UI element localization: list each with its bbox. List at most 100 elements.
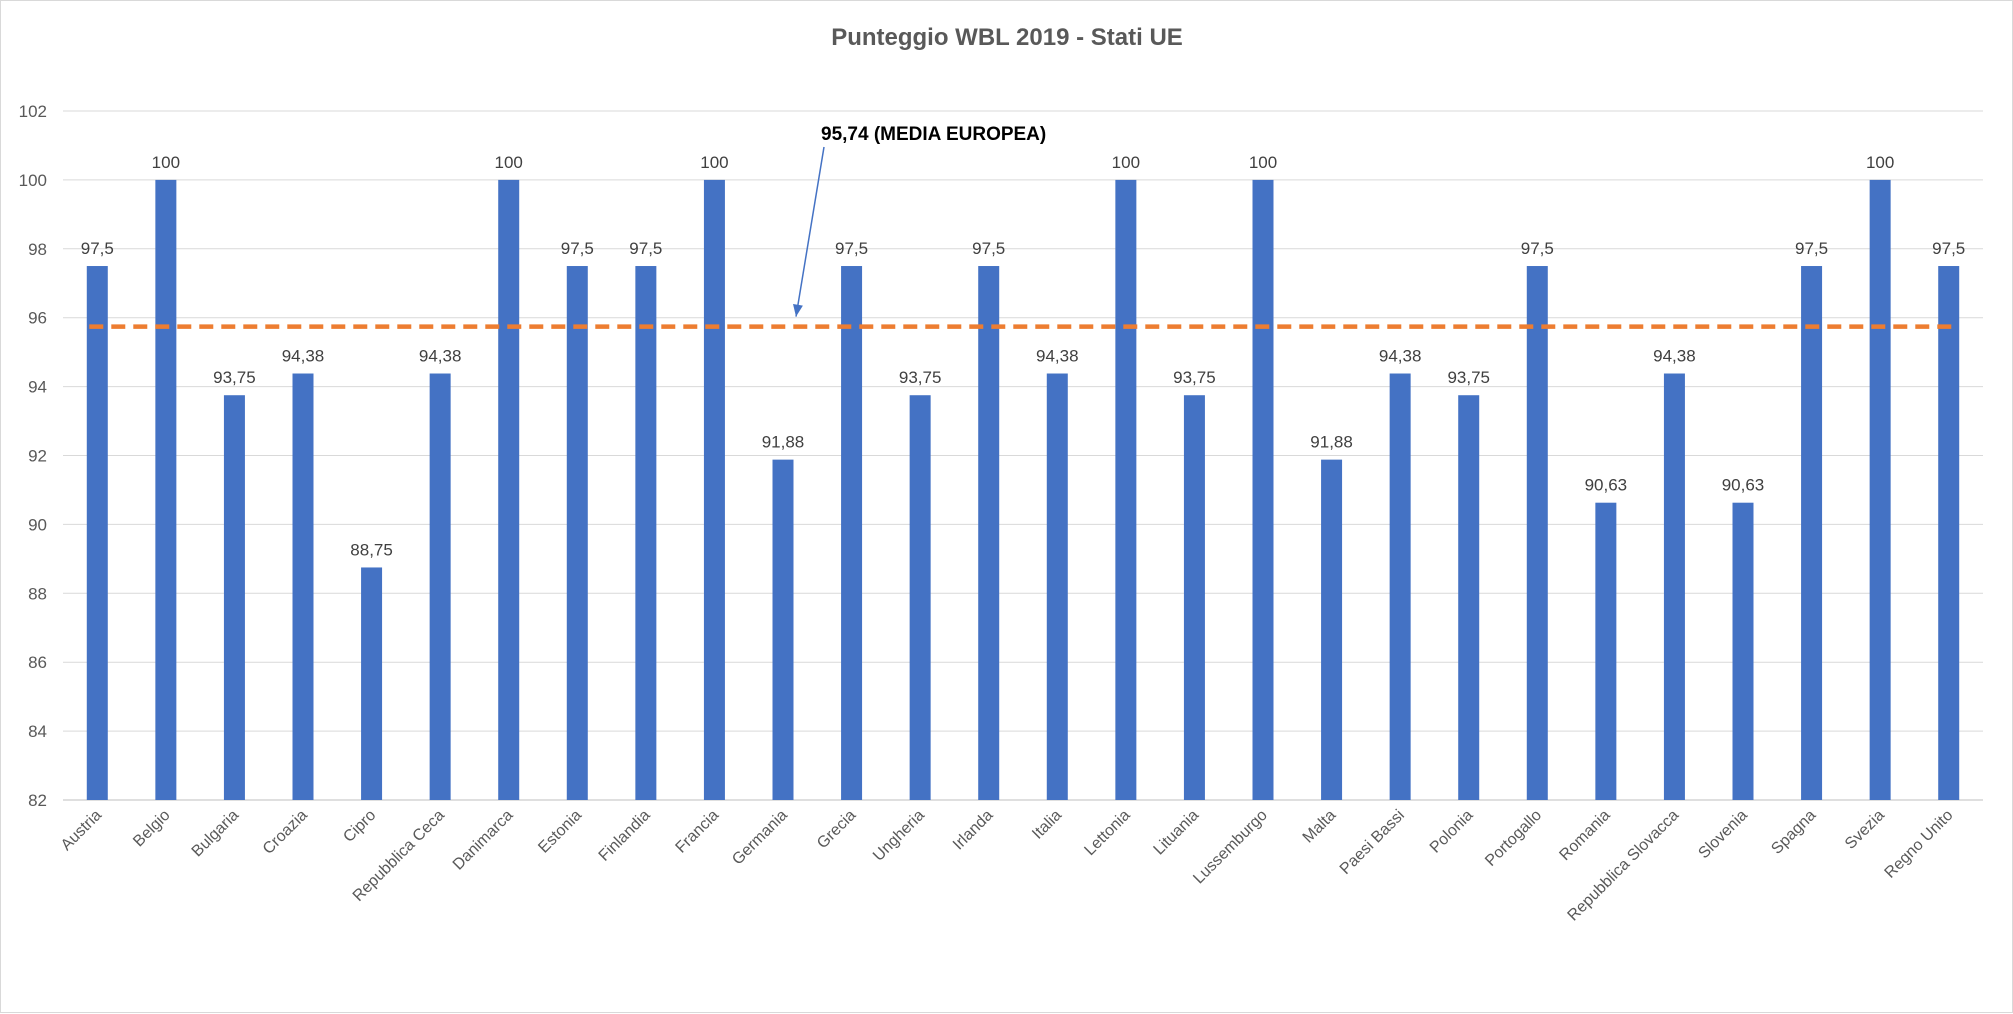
data-label: 100 <box>152 153 180 172</box>
x-tick-label: Belgio <box>130 807 174 851</box>
x-tick-label: Germania <box>729 807 791 869</box>
data-label: 90,63 <box>1585 476 1628 495</box>
data-label: 97,5 <box>561 239 594 258</box>
x-tick-label: Irlanda <box>950 807 997 854</box>
bar <box>772 459 794 800</box>
bar <box>1046 373 1068 800</box>
grid-layer <box>63 110 1983 801</box>
bar <box>909 395 931 800</box>
bar <box>1321 459 1343 800</box>
data-label: 100 <box>700 153 728 172</box>
x-tick-label: Repubblica Slovacca <box>1565 807 1683 925</box>
x-tick-label: Slovenia <box>1695 807 1750 862</box>
data-label: 97,5 <box>629 239 662 258</box>
bar <box>1115 179 1137 800</box>
bar <box>841 266 863 800</box>
data-label: 94,38 <box>282 347 325 366</box>
bar <box>155 179 177 800</box>
x-tick-label: Austria <box>58 807 105 854</box>
data-label: 94,38 <box>1036 347 1079 366</box>
data-label: 91,88 <box>1310 433 1353 452</box>
bar <box>361 567 383 800</box>
bar <box>1389 373 1411 800</box>
bar <box>1252 179 1274 800</box>
y-axis-ticks: 82 84 86 88 90 92 94 96 98 100 102 <box>19 102 47 810</box>
x-tick-label: Bulgaria <box>189 807 243 861</box>
data-label: 97,5 <box>1521 239 1554 258</box>
x-tick-label: Lituania <box>1151 807 1203 859</box>
x-tick-label: Regno Unito <box>1882 807 1957 882</box>
data-label: 93,75 <box>899 368 942 387</box>
data-label: 94,38 <box>419 347 462 366</box>
data-label: 100 <box>1249 153 1277 172</box>
bars <box>86 179 1960 800</box>
x-tick-label: Polonia <box>1427 807 1477 857</box>
y-tick-label: 82 <box>28 791 47 810</box>
bar <box>1663 373 1685 800</box>
data-label: 97,5 <box>1932 239 1965 258</box>
x-tick-label: Estonia <box>535 807 585 857</box>
data-label: 88,75 <box>350 540 393 559</box>
data-label: 93,75 <box>1447 368 1490 387</box>
y-tick-label: 98 <box>28 240 47 259</box>
x-tick-label: Cipro <box>340 807 379 846</box>
bar <box>1183 395 1205 800</box>
bar <box>86 266 108 800</box>
x-tick-label: Croazia <box>260 807 311 858</box>
x-tick-label: Lettonia <box>1081 807 1133 859</box>
y-tick-label: 94 <box>28 378 47 397</box>
x-tick-label: Portogallo <box>1482 807 1545 870</box>
y-tick-label: 92 <box>28 447 47 466</box>
y-tick-label: 84 <box>28 722 47 741</box>
data-label: 91,88 <box>762 433 805 452</box>
data-labels: 97,5 100 93,75 94,38 88,75 94,38 100 97,5 97,5 10… <box>81 153 1966 560</box>
data-label: 100 <box>1112 153 1140 172</box>
y-tick-label: 102 <box>19 102 47 121</box>
bar <box>429 373 451 800</box>
y-tick-label: 86 <box>28 653 47 672</box>
data-label: 97,5 <box>972 239 1005 258</box>
y-tick-label: 100 <box>19 171 47 190</box>
reference-line-group: 95,74 (MEDIA EUROPEA) <box>89 124 1959 329</box>
data-label: 94,38 <box>1653 347 1696 366</box>
y-tick-label: 96 <box>28 309 47 328</box>
data-label: 90,63 <box>1722 476 1765 495</box>
x-tick-label: Francia <box>673 807 723 857</box>
bar <box>1869 179 1891 800</box>
x-tick-label: Spagna <box>1768 807 1819 858</box>
data-label: 94,38 <box>1379 347 1422 366</box>
x-tick-label: Romania <box>1556 807 1613 864</box>
bar <box>635 266 657 800</box>
bar <box>223 395 245 800</box>
y-tick-label: 88 <box>28 584 47 603</box>
data-label: 100 <box>1866 153 1894 172</box>
bar <box>1595 502 1617 800</box>
bar <box>703 179 725 800</box>
bar <box>1938 266 1960 800</box>
y-tick-label: 90 <box>28 515 47 534</box>
data-label: 93,75 <box>213 368 256 387</box>
x-tick-label: Malta <box>1300 807 1340 847</box>
x-tick-label: Danimarca <box>450 807 517 874</box>
data-label: 97,5 <box>1795 239 1828 258</box>
bar <box>978 266 1000 800</box>
average-annotation-label: 95,74 (MEDIA EUROPEA) <box>821 124 1046 145</box>
x-tick-label: Lussemburgo <box>1190 807 1271 888</box>
bar <box>1801 266 1823 800</box>
data-label: 97,5 <box>835 239 868 258</box>
x-tick-label: Svezia <box>1842 807 1888 853</box>
bar <box>498 179 520 800</box>
chart-title: Punteggio WBL 2019 - Stati UE <box>831 24 1183 51</box>
bar <box>1526 266 1548 800</box>
annotation-arrow-head <box>793 304 803 317</box>
bar <box>566 266 588 800</box>
bar <box>1458 395 1480 800</box>
data-label: 97,5 <box>81 239 114 258</box>
bar <box>292 373 314 800</box>
x-tick-label: Italia <box>1029 807 1065 843</box>
bar <box>1732 502 1754 800</box>
x-tick-label: Finlandia <box>596 807 654 865</box>
x-tick-label: Grecia <box>814 807 859 852</box>
